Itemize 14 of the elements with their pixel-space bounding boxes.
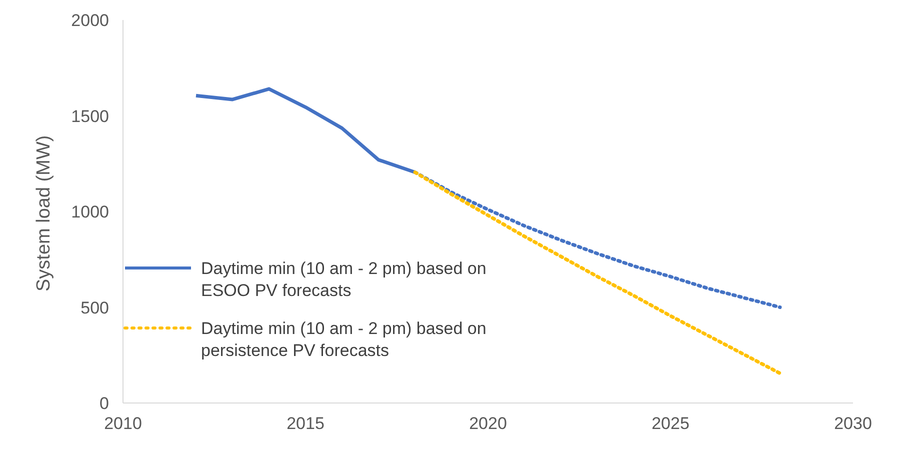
y-tick-label: 500 [80,298,109,318]
legend-label: Daytime min (10 am - 2 pm) based on ESOO PV forecasts [201,258,488,302]
y-tick-label: 2000 [71,11,109,30]
x-tick-label: 2010 [104,414,142,434]
line-series [413,170,782,376]
y-tick-label: 1000 [71,202,109,222]
x-tick-label: 2030 [834,414,872,434]
y-axis-title: System load (MW) [34,135,55,292]
x-tick-label: 2025 [652,414,690,434]
y-tick-label: 1500 [71,106,109,126]
x-tick-label: 2015 [286,414,324,434]
x-tick-label: 2020 [469,414,507,434]
legend-label: Daytime min (10 am - 2 pm) based on persistence PV forecasts [201,318,488,362]
y-tick-label: 0 [100,394,109,414]
